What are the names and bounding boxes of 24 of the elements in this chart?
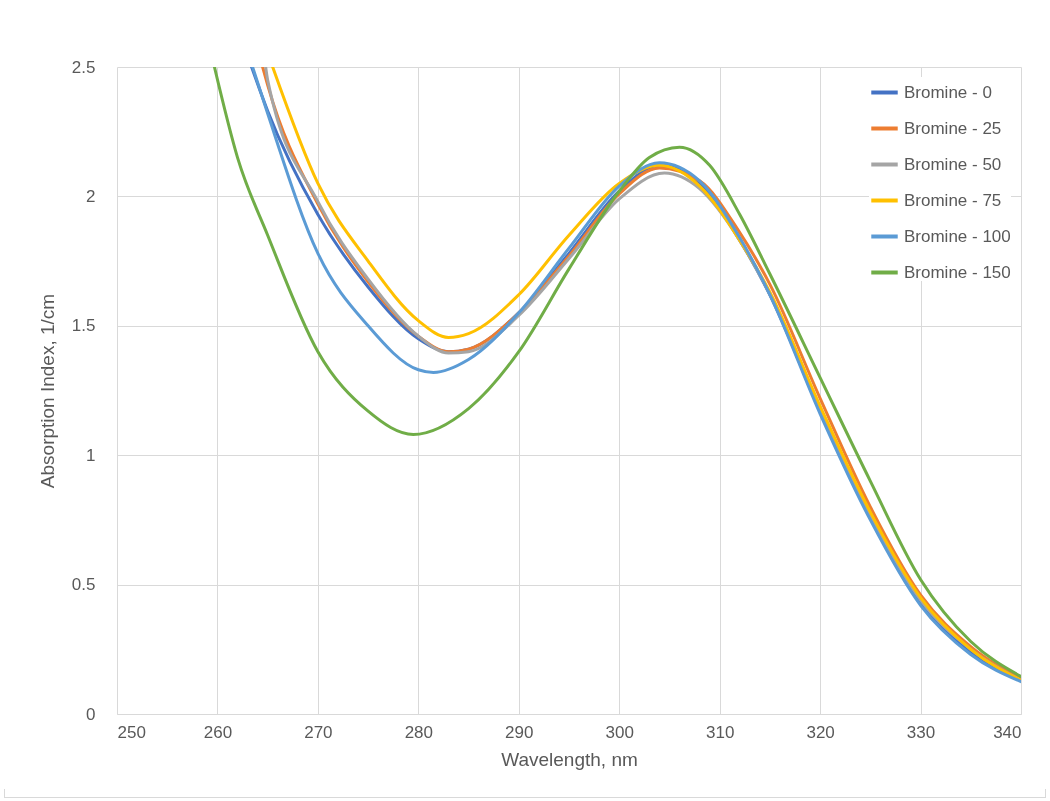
x-tick-label: 280 — [404, 722, 434, 742]
y-tick-label: 2.5 — [71, 57, 96, 77]
legend-label: Bromine - 75 — [904, 190, 1002, 210]
legend-label: Bromine - 50 — [904, 154, 1002, 174]
x-tick-label: 260 — [203, 722, 233, 742]
x-axis-title: Wavelength, nm — [501, 748, 638, 770]
x-tick-label: 320 — [806, 722, 835, 742]
y-tick-label: 2 — [86, 186, 96, 206]
x-tick-label: 290 — [505, 722, 534, 742]
x-tick-label: 270 — [304, 722, 333, 742]
y-axis-title: Absorption Index, 1/cm — [36, 293, 58, 489]
y-tick-label: 1 — [86, 445, 96, 465]
legend-label: Bromine - 100 — [904, 226, 1011, 246]
x-tick-label: 250 — [117, 722, 146, 742]
y-tick-label: 0 — [86, 704, 96, 724]
y-tick-label: 0.5 — [71, 575, 96, 595]
y-tick-label: 1.5 — [71, 316, 96, 336]
x-tick-label: 300 — [605, 722, 634, 742]
legend-label: Bromine - 25 — [904, 118, 1002, 138]
x-tick-label: 310 — [705, 722, 735, 742]
x-tick-label: 330 — [906, 722, 936, 742]
legend-label: Bromine - 0 — [904, 82, 992, 102]
legend-label: Bromine - 150 — [904, 262, 1011, 282]
x-tick-label: 340 — [993, 722, 1022, 742]
